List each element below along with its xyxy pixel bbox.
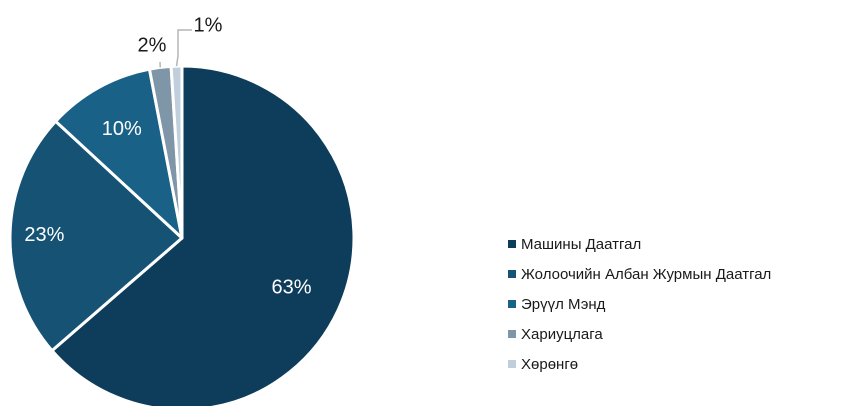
legend-swatch	[508, 300, 516, 308]
legend-item: Хариуцлага	[508, 319, 771, 349]
legend-label: Хариуцлага	[521, 325, 603, 343]
slice-data-label: 2%	[138, 34, 167, 56]
pie-slices	[8, 64, 356, 406]
legend-item: Хөрөнгө	[508, 349, 771, 379]
pie-slice	[54, 67, 184, 240]
legend-label: Жолоочийн Албан Журмын Даатгал	[521, 265, 772, 283]
legend-swatch	[508, 270, 516, 278]
legend-item: Эрүүл Мэнд	[508, 289, 771, 319]
legend-label: Хөрөнгө	[521, 355, 579, 373]
legend-item: Жолоочийн Албан Журмын Даатгал	[508, 259, 771, 289]
data-labels: 63% 23% 10% 2% 1%	[24, 14, 311, 298]
pie-slice	[169, 64, 184, 240]
legend-swatch	[508, 330, 516, 338]
legend-swatch	[508, 240, 516, 248]
slice-data-label: 1%	[194, 14, 223, 36]
pie-slice	[8, 119, 184, 353]
legend: Машины Даатгал Жолоочийн Албан Журмын Да…	[508, 229, 771, 379]
slice-data-label: 23%	[24, 224, 64, 246]
legend-label: Машины Даатгал	[521, 235, 642, 253]
leader-line	[175, 29, 192, 67]
leader-lines	[159, 29, 192, 68]
legend-swatch	[508, 360, 516, 368]
legend-item: Машины Даатгал	[508, 229, 771, 259]
pie-slice	[50, 64, 356, 406]
slice-data-label: 63%	[272, 276, 312, 298]
legend-label: Эрүүл Мэнд	[521, 295, 606, 313]
slice-data-label: 10%	[102, 118, 142, 140]
